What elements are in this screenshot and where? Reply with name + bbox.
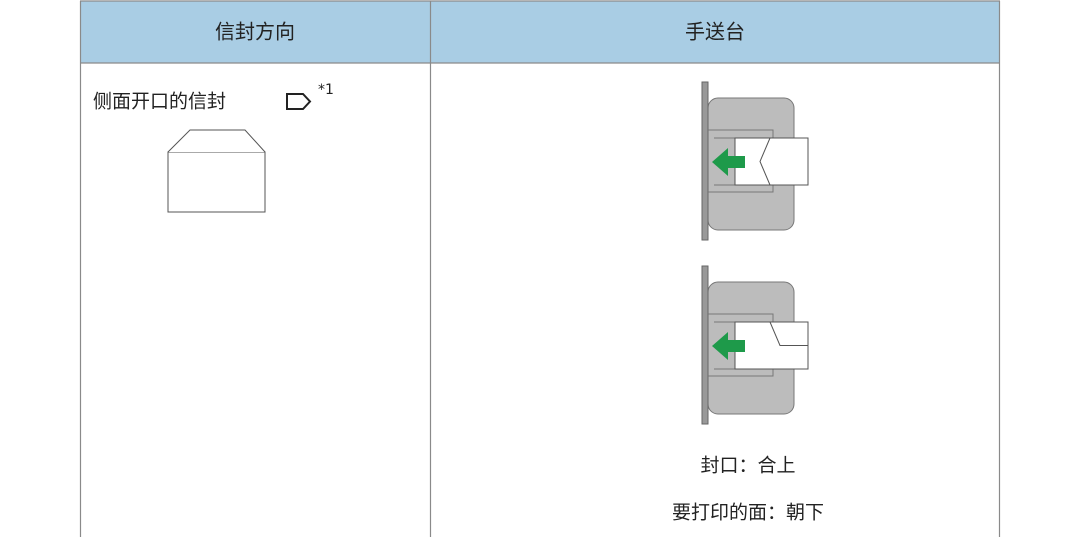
envelope-icon xyxy=(286,93,312,110)
header-cell: 信封方向 xyxy=(215,20,295,44)
tray-illustration xyxy=(701,81,809,241)
header-cell: 手送台 xyxy=(685,20,745,44)
cell-text: 侧面开口的信封 xyxy=(93,91,226,113)
header-row xyxy=(80,1,1000,63)
cell-text: 封口：合上 xyxy=(700,455,795,477)
tray-illustration xyxy=(701,265,809,425)
footnote-mark: *1 xyxy=(318,82,334,98)
table-borders xyxy=(79,0,1001,537)
envelope-illustration xyxy=(167,129,266,213)
cell-text: 要打印的面：朝下 xyxy=(672,502,824,524)
